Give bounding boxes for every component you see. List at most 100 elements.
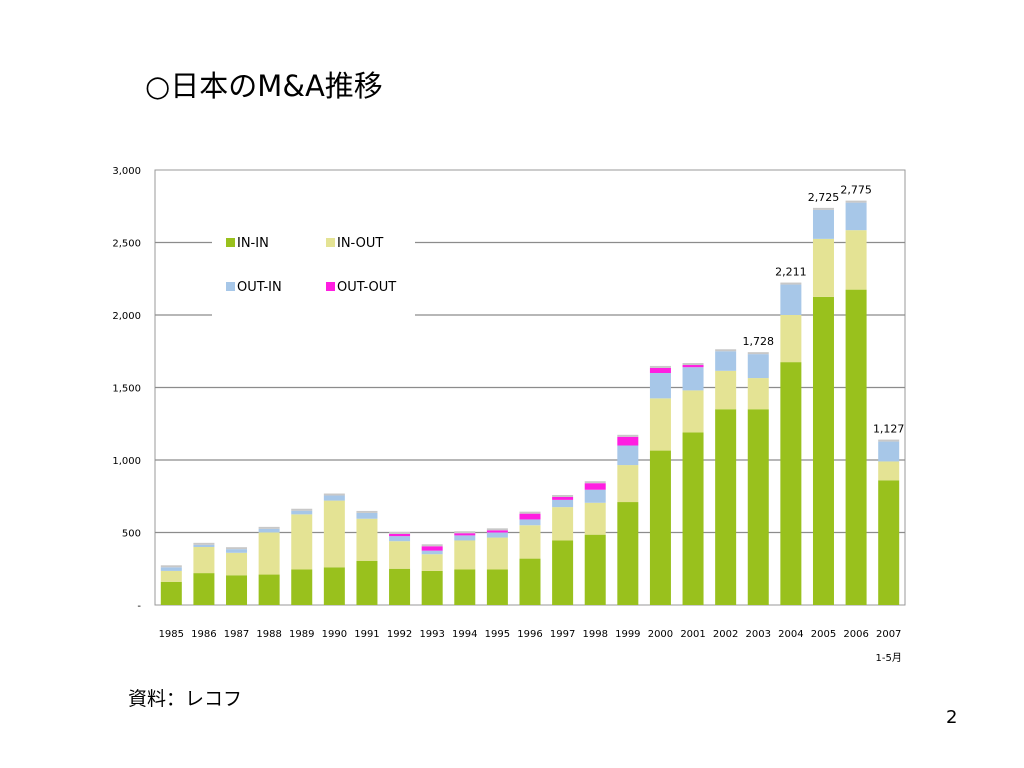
- bar-segment: [519, 525, 541, 559]
- bar-segment: [454, 533, 476, 536]
- bar-segment: [584, 502, 606, 535]
- bar-segment: [780, 284, 802, 315]
- y-axis-labels: - 500 1,000 1,500 2,000 2,500 3,000: [112, 166, 141, 612]
- x-tick-label: 2001: [680, 629, 705, 640]
- bar-cap: [323, 493, 345, 496]
- y-tick-label: 1,500: [112, 384, 141, 395]
- bar-cap: [421, 544, 443, 547]
- legend-swatch: [226, 282, 235, 291]
- legend-swatch: [326, 238, 335, 247]
- x-tick-label: 1993: [419, 629, 444, 640]
- bar-segment: [389, 541, 411, 569]
- bar-segment: [552, 507, 574, 541]
- bar-cap: [715, 349, 737, 352]
- bar-segment: [617, 436, 639, 446]
- bar-segment: [291, 510, 313, 515]
- bar-segment: [812, 296, 834, 605]
- total-label: 1,127: [873, 423, 905, 436]
- bar-segment: [649, 398, 671, 451]
- bar-segment: [780, 315, 802, 363]
- bar-segment: [258, 532, 280, 575]
- bar-cap: [845, 200, 867, 203]
- bar-segment: [356, 512, 378, 519]
- bar-segment: [454, 535, 476, 541]
- bar-segment: [845, 289, 867, 605]
- y-tick-label: 2,500: [112, 239, 141, 250]
- bar-segment: [617, 445, 639, 466]
- bar-segment: [812, 209, 834, 239]
- bar-segment: [682, 365, 704, 368]
- bar-segment: [715, 409, 737, 605]
- bar-segment: [878, 441, 900, 462]
- bar-segment: [486, 532, 508, 538]
- x-tick-label: 1985: [159, 629, 184, 640]
- x-tick-label: 2007: [876, 629, 901, 640]
- page-number: 2: [946, 707, 958, 728]
- bar-segment: [682, 432, 704, 605]
- bar-segment: [389, 533, 411, 537]
- x-tick-label: 2003: [746, 629, 771, 640]
- y-tick-label: -: [137, 601, 141, 612]
- bar-segment: [226, 552, 248, 576]
- bar-cap: [258, 526, 280, 529]
- legend: IN-IN IN-OUT OUT-IN OUT-OUT: [212, 225, 415, 320]
- bar-segment: [323, 495, 345, 501]
- bar-segment: [552, 499, 574, 508]
- x-axis-labels: 1985 1986 1987 1988 1989 1990 1991 1992 1993 1994…: [159, 629, 902, 664]
- bar-segment: [780, 362, 802, 605]
- bar-segment: [519, 513, 541, 520]
- bar-segment: [682, 367, 704, 391]
- bar-segment: [617, 465, 639, 503]
- legend-label: IN-OUT: [337, 236, 383, 251]
- bar-cap: [291, 508, 313, 511]
- bar-segment: [486, 569, 508, 605]
- bar-segment: [323, 500, 345, 568]
- bar-segment: [519, 558, 541, 605]
- bar-cap: [552, 494, 574, 497]
- bar-cap: [682, 363, 704, 366]
- x-tick-label: 1997: [550, 629, 575, 640]
- bar-segment: [421, 546, 443, 551]
- legend-label: IN-IN: [237, 236, 269, 251]
- bar-segment: [715, 370, 737, 410]
- bar-cap: [617, 434, 639, 437]
- bar-cap: [486, 528, 508, 531]
- x-tick-label: 1989: [289, 629, 314, 640]
- bar-cap: [812, 207, 834, 210]
- bar-segment: [812, 238, 834, 297]
- bar-segment: [323, 567, 345, 605]
- bar-cap: [160, 565, 182, 568]
- x-tick-label: 1994: [452, 629, 477, 640]
- bar-cap: [389, 531, 411, 534]
- legend-swatch: [226, 238, 235, 247]
- bar-cap: [519, 511, 541, 514]
- bar-segment: [454, 540, 476, 570]
- bar-segment: [291, 569, 313, 605]
- bar-segment: [519, 519, 541, 526]
- x-tick-label: 1988: [256, 629, 281, 640]
- y-tick-label: 1,000: [112, 456, 141, 467]
- bar-segment: [486, 537, 508, 570]
- bar-segment: [226, 549, 248, 553]
- bar-segment: [160, 570, 182, 582]
- bar-cap: [747, 352, 769, 355]
- x-tick-label: 1987: [224, 629, 249, 640]
- bar-segment: [584, 483, 606, 490]
- bar-cap: [356, 510, 378, 513]
- bar-segment: [649, 367, 671, 373]
- bar-segment: [160, 567, 182, 571]
- legend-label: OUT-IN: [237, 280, 282, 295]
- x-tick-label: 1986: [191, 629, 216, 640]
- legend-box: [212, 225, 415, 320]
- x-tick-label: 1998: [582, 629, 607, 640]
- x-tick-label: 1999: [615, 629, 640, 640]
- bar-segment: [878, 480, 900, 605]
- bar-cap: [584, 481, 606, 484]
- bar-segment: [421, 550, 443, 555]
- bar-cap: [226, 547, 248, 550]
- x-tick-label: 2002: [713, 629, 738, 640]
- x-tick-sublabel: 1-5月: [876, 652, 902, 664]
- bar-segment: [584, 489, 606, 503]
- bar-segment: [291, 514, 313, 570]
